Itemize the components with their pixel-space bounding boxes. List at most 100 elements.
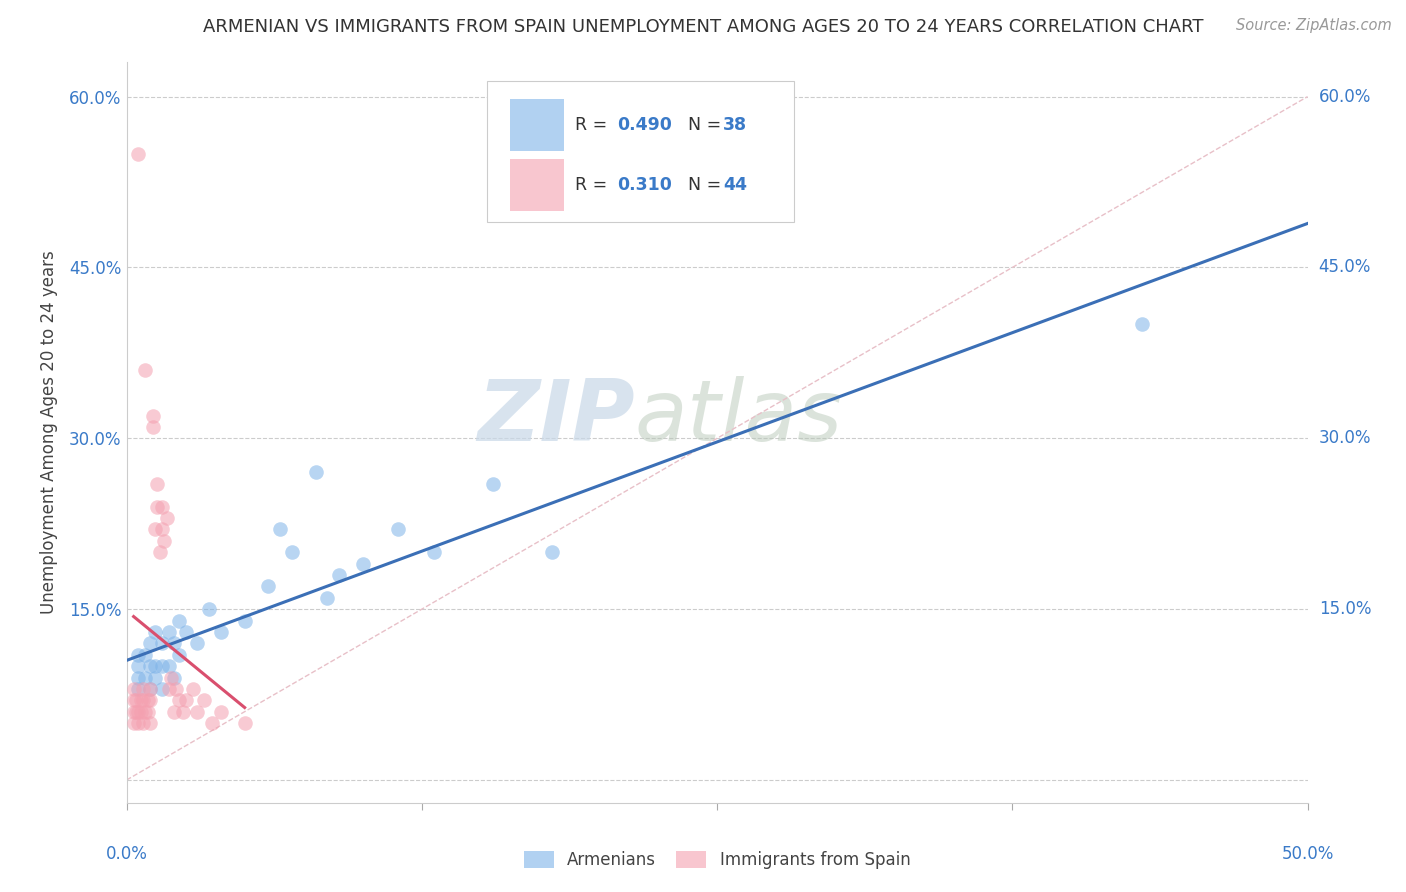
- Text: 50.0%: 50.0%: [1281, 846, 1334, 863]
- Point: [143, 671, 166, 685]
- Text: 38: 38: [723, 116, 747, 135]
- Point: [540, 545, 562, 559]
- Text: R =: R =: [575, 176, 613, 194]
- Point: [150, 523, 173, 537]
- Point: [352, 557, 374, 571]
- Text: 60.0%: 60.0%: [1319, 87, 1371, 105]
- Point: [304, 466, 326, 480]
- Point: [209, 624, 232, 639]
- Point: [163, 636, 186, 650]
- Legend: Armenians, Immigrants from Spain: Armenians, Immigrants from Spain: [517, 845, 917, 876]
- Point: [125, 693, 148, 707]
- Point: [129, 693, 152, 707]
- Point: [141, 420, 163, 434]
- Text: N =: N =: [688, 116, 727, 135]
- Point: [127, 146, 149, 161]
- Point: [139, 716, 162, 731]
- Point: [172, 705, 194, 719]
- Point: [198, 602, 221, 616]
- Point: [134, 648, 156, 662]
- Point: [139, 659, 162, 673]
- Point: [422, 545, 444, 559]
- Point: [134, 363, 156, 377]
- Point: [122, 716, 145, 731]
- Point: [143, 523, 166, 537]
- Bar: [510, 159, 564, 211]
- Point: [129, 705, 152, 719]
- Point: [143, 624, 166, 639]
- Text: 0.0%: 0.0%: [105, 846, 148, 863]
- Point: [1130, 318, 1153, 332]
- Point: [157, 681, 180, 696]
- Point: [157, 659, 180, 673]
- Point: [257, 579, 280, 593]
- Text: 44: 44: [723, 176, 747, 194]
- Text: 15.0%: 15.0%: [1319, 600, 1371, 618]
- Point: [150, 659, 173, 673]
- Point: [163, 705, 186, 719]
- Point: [127, 705, 149, 719]
- Point: [122, 693, 145, 707]
- Point: [134, 705, 156, 719]
- Point: [139, 693, 162, 707]
- Point: [174, 693, 197, 707]
- Point: [167, 693, 190, 707]
- Bar: [510, 99, 564, 152]
- FancyBboxPatch shape: [486, 81, 794, 221]
- Point: [269, 523, 291, 537]
- Text: 30.0%: 30.0%: [1319, 429, 1371, 447]
- Point: [146, 500, 169, 514]
- Point: [167, 648, 190, 662]
- Point: [127, 681, 149, 696]
- Point: [174, 624, 197, 639]
- Point: [127, 659, 149, 673]
- Point: [328, 568, 350, 582]
- Point: [139, 636, 162, 650]
- Point: [132, 693, 155, 707]
- Point: [186, 636, 208, 650]
- Point: [139, 681, 162, 696]
- Point: [167, 614, 190, 628]
- Text: ZIP: ZIP: [477, 376, 634, 459]
- Point: [150, 681, 173, 696]
- Point: [281, 545, 304, 559]
- Point: [141, 409, 163, 423]
- Point: [165, 681, 187, 696]
- Point: [149, 545, 172, 559]
- Point: [233, 716, 256, 731]
- Text: N =: N =: [688, 176, 727, 194]
- Point: [132, 716, 155, 731]
- Text: 0.310: 0.310: [617, 176, 672, 194]
- Point: [132, 681, 155, 696]
- Text: 0.490: 0.490: [617, 116, 672, 135]
- Point: [181, 681, 204, 696]
- Point: [122, 705, 145, 719]
- Point: [153, 533, 176, 548]
- Point: [150, 500, 173, 514]
- Point: [150, 636, 173, 650]
- Text: ARMENIAN VS IMMIGRANTS FROM SPAIN UNEMPLOYMENT AMONG AGES 20 TO 24 YEARS CORRELA: ARMENIAN VS IMMIGRANTS FROM SPAIN UNEMPL…: [202, 18, 1204, 36]
- Text: 45.0%: 45.0%: [1319, 259, 1371, 277]
- Point: [127, 716, 149, 731]
- Point: [143, 659, 166, 673]
- Point: [157, 624, 180, 639]
- Point: [127, 648, 149, 662]
- Point: [136, 705, 159, 719]
- Point: [127, 671, 149, 685]
- Point: [481, 476, 503, 491]
- Point: [233, 614, 256, 628]
- Point: [193, 693, 215, 707]
- Point: [136, 693, 159, 707]
- Point: [122, 681, 145, 696]
- Point: [186, 705, 208, 719]
- Point: [200, 716, 222, 731]
- Point: [146, 476, 169, 491]
- Point: [139, 681, 162, 696]
- Point: [134, 671, 156, 685]
- Text: atlas: atlas: [634, 376, 842, 459]
- Point: [163, 671, 186, 685]
- Y-axis label: Unemployment Among Ages 20 to 24 years: Unemployment Among Ages 20 to 24 years: [39, 251, 58, 615]
- Text: Source: ZipAtlas.com: Source: ZipAtlas.com: [1236, 18, 1392, 33]
- Point: [209, 705, 232, 719]
- Point: [160, 671, 183, 685]
